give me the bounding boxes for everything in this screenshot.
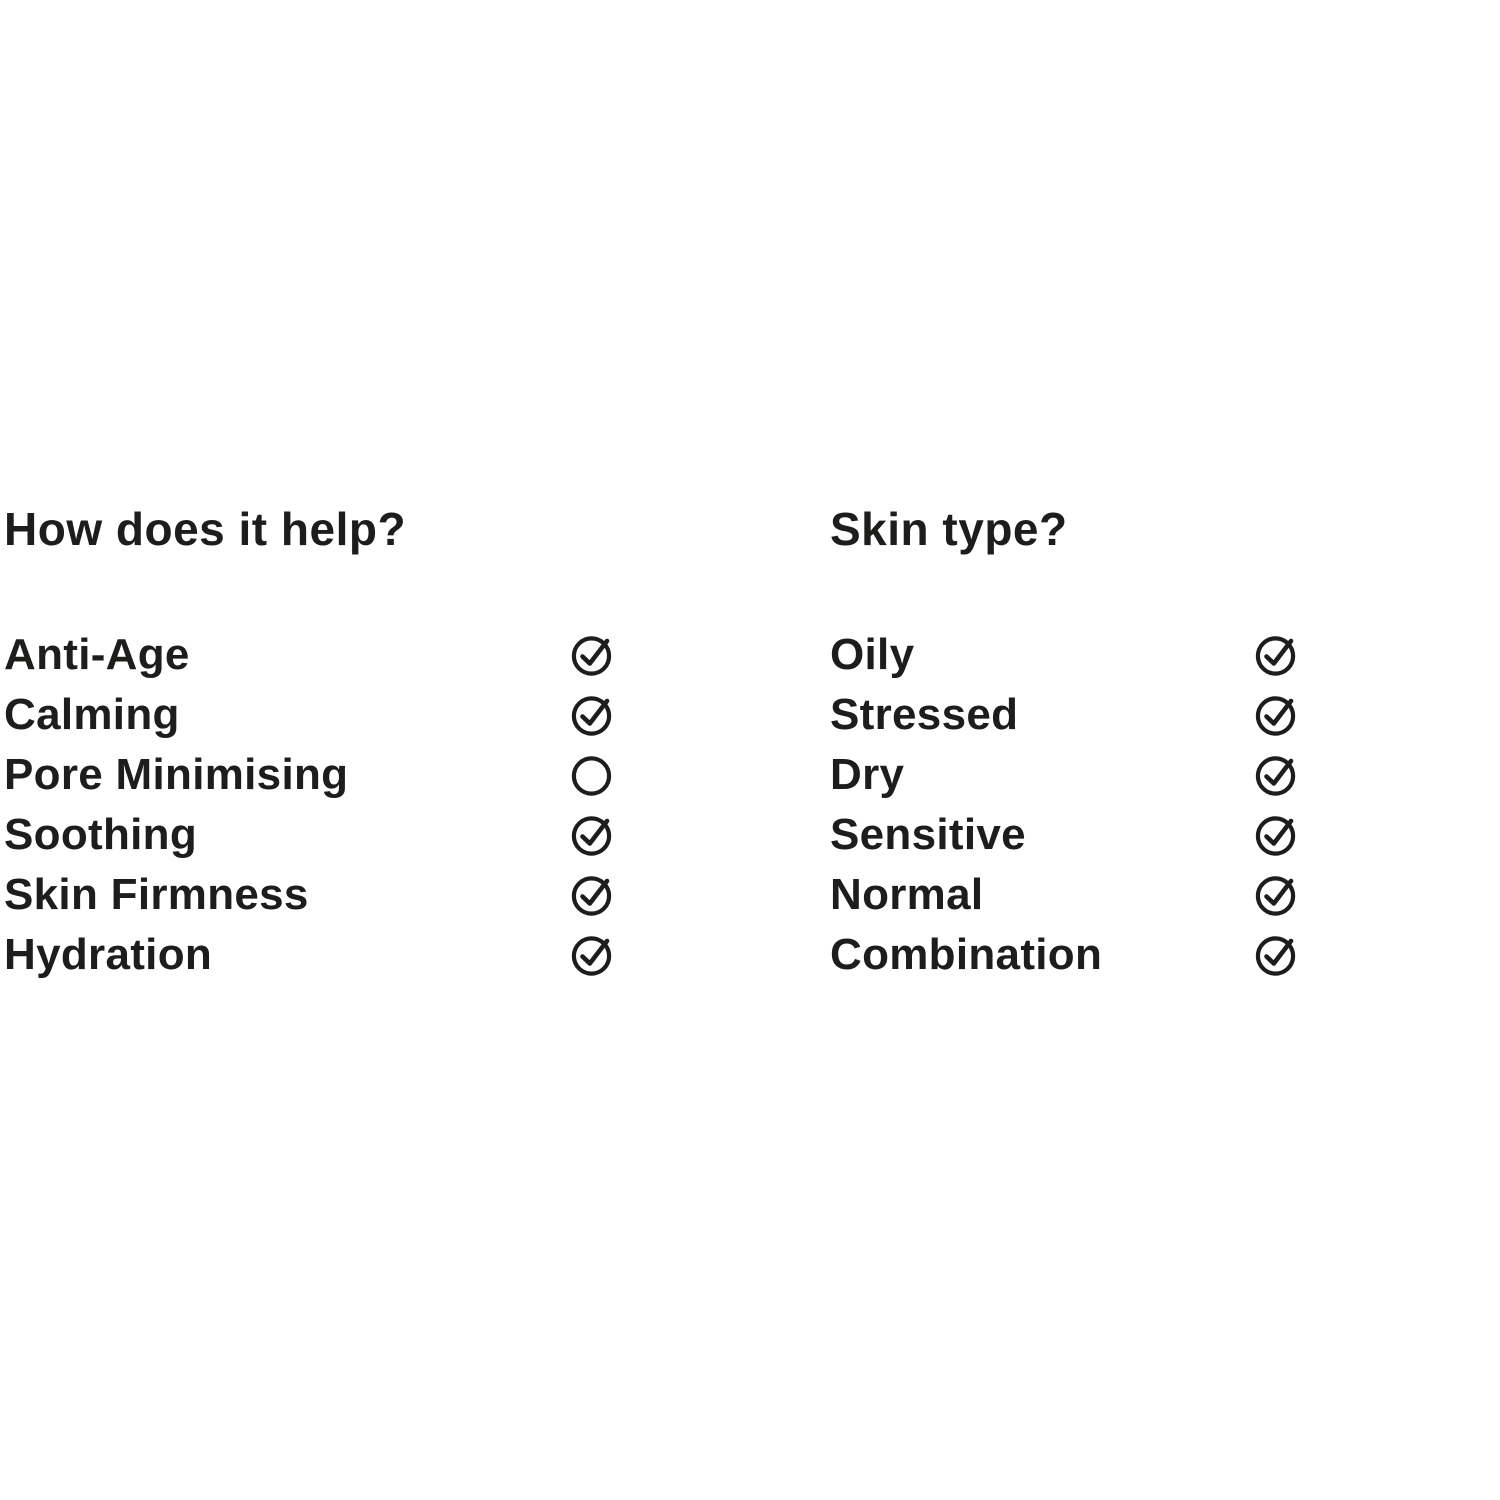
section-title-how-does-it-help: How does it help?	[4, 503, 407, 555]
feature-label: Calming	[4, 690, 180, 739]
list-item: Stressed	[830, 685, 1300, 745]
feature-label: Soothing	[4, 810, 198, 859]
circle-icon	[570, 752, 616, 798]
check-circle-icon	[1254, 692, 1300, 738]
check-circle-icon	[1254, 752, 1300, 798]
check-circle-icon	[570, 632, 616, 678]
feature-label: Skin Firmness	[4, 870, 309, 919]
list-item: Dry	[830, 745, 1300, 805]
skin-type-label: Oily	[830, 630, 915, 679]
check-circle-icon	[1254, 632, 1300, 678]
skin-type-label: Stressed	[830, 690, 1019, 739]
skin-type-label: Dry	[830, 750, 905, 799]
list-item: Normal	[830, 865, 1300, 925]
feature-label: Anti-Age	[4, 630, 190, 679]
list-item: Skin Firmness	[4, 865, 616, 925]
check-circle-icon	[570, 692, 616, 738]
benefits-list: Anti-Age Calming Pore Minimising Soothin…	[4, 625, 616, 985]
feature-label: Hydration	[4, 930, 213, 979]
list-item: Oily	[830, 625, 1300, 685]
check-circle-icon	[570, 812, 616, 858]
skin-type-label: Sensitive	[830, 810, 1026, 859]
check-circle-icon	[1254, 872, 1300, 918]
list-item: Anti-Age	[4, 625, 616, 685]
check-circle-icon	[1254, 932, 1300, 978]
check-circle-icon	[1254, 812, 1300, 858]
list-item: Combination	[830, 925, 1300, 985]
section-title-skin-type: Skin type?	[830, 503, 1068, 555]
feature-label: Pore Minimising	[4, 750, 349, 799]
list-item: Hydration	[4, 925, 616, 985]
skin-type-label: Normal	[830, 870, 984, 919]
list-item: Sensitive	[830, 805, 1300, 865]
list-item: Pore Minimising	[4, 745, 616, 805]
check-circle-icon	[570, 872, 616, 918]
skin-type-list: Oily Stressed Dry Sensitive Normal	[830, 625, 1300, 985]
check-circle-icon	[570, 932, 616, 978]
list-item: Calming	[4, 685, 616, 745]
skin-type-label: Combination	[830, 930, 1103, 979]
list-item: Soothing	[4, 805, 616, 865]
